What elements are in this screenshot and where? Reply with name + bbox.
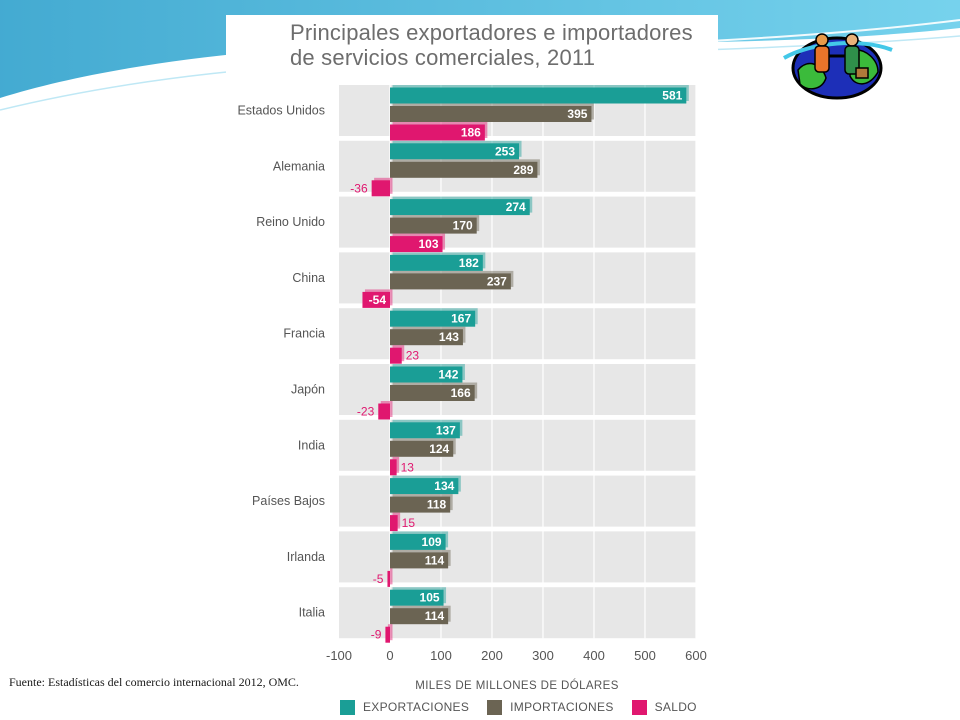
category-label: Irlanda [287,550,325,564]
bar-exportaciones [390,143,520,160]
data-label-exportaciones: 253 [495,144,515,158]
data-label-importaciones: 395 [567,107,587,121]
x-tick-label: 500 [634,648,656,663]
category-label: Estados Unidos [237,104,325,118]
source-note: Fuente: Estadísticas del comercio intern… [9,675,299,689]
handshake-globe-icon [783,33,893,100]
data-label-importaciones: 124 [429,442,449,456]
bar-shadow-saldo [389,568,393,585]
bar-importaciones [390,161,538,178]
bar-exportaciones [390,589,444,606]
bar-exportaciones [390,87,687,104]
data-label-importaciones: 114 [425,553,445,567]
data-label-saldo: -54 [369,293,387,307]
data-label-importaciones: 166 [451,386,471,400]
x-tick-label: 0 [386,648,393,663]
data-label-exportaciones: 134 [434,479,454,493]
category-label: China [292,271,325,285]
data-label-exportaciones: 581 [662,89,682,103]
chart-legend: EXPORTACIONES IMPORTACIONES SALDO [340,698,697,716]
data-label-importaciones: 114 [425,609,445,623]
data-label-exportaciones: 105 [420,591,440,605]
data-label-exportaciones: 137 [436,423,456,437]
bar-saldo [362,291,390,308]
x-tick-label: 400 [583,648,605,663]
bar-importaciones [390,496,451,513]
data-label-saldo: -23 [357,405,375,419]
data-label-saldo: 15 [402,516,416,530]
data-label-importaciones: 170 [453,219,473,233]
x-tick-label: 100 [430,648,452,663]
legend-swatch-saldo [631,699,647,715]
data-label-importaciones: 289 [513,163,533,177]
data-label-saldo: -36 [350,181,368,195]
bar-exportaciones [390,254,483,271]
bar-shadow-saldo [387,624,393,641]
data-label-importaciones: 143 [439,330,459,344]
data-label-saldo: -9 [371,628,382,642]
bar-importaciones [390,329,463,346]
legend-swatch-exportaciones [340,699,355,715]
bar-importaciones [390,608,449,625]
x-tick-label: 300 [532,648,554,663]
bar-saldo [387,570,390,587]
data-label-saldo: 186 [461,126,481,140]
data-label-saldo: 103 [418,237,438,251]
chart-title: Principales exportadores e importadores … [290,20,720,70]
data-label-importaciones: 118 [427,498,447,512]
bar-exportaciones [390,366,463,383]
bar-saldo [390,515,398,532]
bar-importaciones [390,552,449,569]
bar-importaciones [390,385,475,401]
bar-exportaciones [390,199,530,216]
legend-label-importaciones: IMPORTACIONES [510,700,614,714]
legend-item-importaciones: IMPORTACIONES [487,699,614,715]
legend-item-exportaciones: EXPORTACIONES [340,699,470,715]
category-label: Reino Unido [256,215,325,229]
x-tick-label: 200 [481,648,503,663]
bar-exportaciones [390,422,460,439]
legend-swatch-importaciones [487,699,503,715]
chart-title-line-1: Principales exportadores e importadores [290,20,693,45]
bar-exportaciones [390,310,476,327]
category-label: Alemania [273,159,325,173]
bar-saldo [378,403,390,420]
category-label: Italia [299,606,325,620]
data-label-importaciones: 237 [487,274,507,288]
data-label-saldo: 23 [406,349,420,363]
bar-saldo [385,626,390,643]
data-label-saldo: -5 [373,572,384,586]
legend-label-saldo: SALDO [654,700,697,714]
bar-saldo [390,347,402,364]
category-label: Francia [283,327,325,341]
chart-title-line-2: de servicios comerciales, 2011 [290,45,596,70]
bar-exportaciones [390,478,459,495]
data-label-exportaciones: 182 [459,256,479,270]
bar-saldo [371,180,390,197]
bar-importaciones [390,440,454,457]
category-label: Países Bajos [252,494,325,508]
data-label-exportaciones: 142 [438,368,458,382]
data-label-exportaciones: 109 [422,535,442,549]
x-tick-label: -100 [326,648,352,663]
bar-importaciones [390,106,592,122]
bar-importaciones [390,273,511,290]
legend-item-saldo: SALDO [631,699,697,715]
bar-exportaciones [390,533,446,550]
x-tick-label: 600 [685,648,707,663]
bar-importaciones [390,217,477,234]
data-label-exportaciones: 274 [506,200,526,214]
category-label: Japón [291,383,325,397]
legend-label-exportaciones: EXPORTACIONES [363,700,470,714]
data-label-saldo: 13 [401,460,415,474]
bar-saldo [390,236,443,253]
bar-saldo [390,124,485,141]
category-label: India [298,438,325,452]
bar-saldo [390,459,397,476]
data-label-exportaciones: 167 [451,312,471,326]
x-axis-title: MILES DE MILLONES DE DÓLARES [415,679,619,692]
